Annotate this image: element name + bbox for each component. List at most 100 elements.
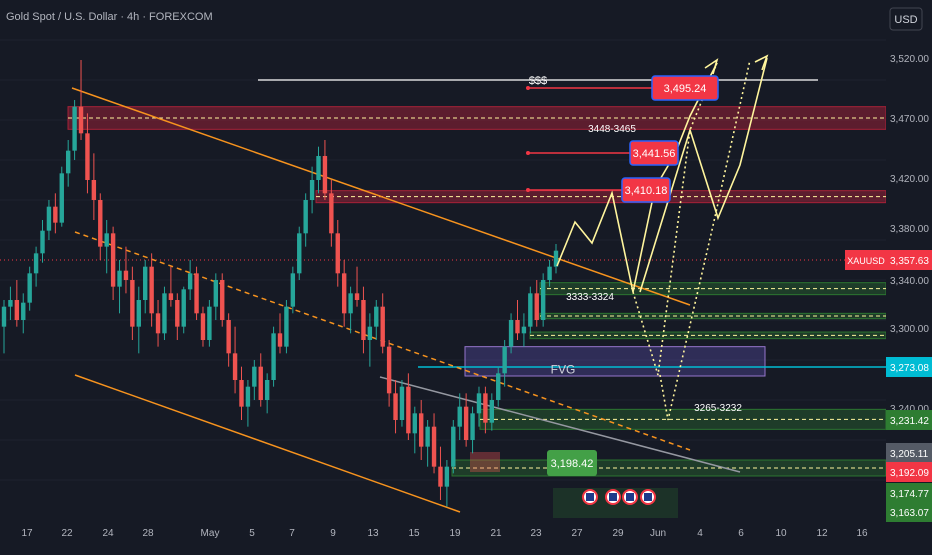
candle-body — [72, 106, 77, 151]
candle-body — [386, 346, 392, 394]
candle-body — [181, 289, 186, 327]
candle-body — [258, 366, 263, 400]
candles-layer — [1, 60, 559, 507]
candle-body — [322, 156, 328, 194]
time-tick-label: 21 — [490, 528, 502, 539]
channel-lower-trendline — [74, 374, 461, 513]
target-label: 3,410.18 — [625, 185, 668, 197]
candle-body — [200, 313, 206, 340]
price-badge — [886, 250, 932, 270]
price-tick-label: 3,420.00 — [890, 174, 929, 185]
candle-body — [515, 320, 520, 334]
candle-body — [98, 200, 103, 247]
time-tick-label: 29 — [612, 528, 624, 539]
candle-body — [271, 333, 276, 380]
channel-upper-trendline — [71, 87, 691, 306]
zone-upper-label: 3448-3465 — [588, 124, 636, 135]
time-tick-label: 13 — [367, 528, 379, 539]
candle-body — [8, 300, 13, 307]
target-label: 3,495.24 — [664, 83, 707, 95]
candle-body — [348, 293, 353, 314]
candle-body — [232, 353, 238, 380]
price-tick-label: 3,470.00 — [890, 114, 929, 125]
time-axis[interactable]: 17 22 24 28 May 5 7 9 13 15 19 21 23 27 29 Jun 4 6 10 12 16 — [21, 528, 868, 539]
price-tick-label: 3,300.00 — [890, 324, 929, 335]
flag-icon — [586, 493, 594, 501]
candle-body — [213, 280, 219, 307]
candle-body — [155, 313, 161, 334]
projection-path-dotted — [632, 62, 718, 376]
time-tick-label: 4 — [697, 528, 703, 539]
price-tick-label: 3,520.00 — [890, 54, 929, 65]
candle-body — [290, 273, 296, 307]
time-tick-label: 23 — [530, 528, 542, 539]
flag-icon — [609, 493, 617, 501]
candle-body — [207, 306, 212, 340]
target-box — [621, 177, 671, 203]
candle-body — [502, 346, 507, 374]
candle-body — [457, 406, 462, 427]
time-tick-label: 17 — [21, 528, 33, 539]
price-badge — [886, 357, 932, 377]
time-tick-label: 24 — [102, 528, 114, 539]
candle-body — [335, 233, 340, 274]
candle-body — [547, 266, 552, 280]
candle-body — [21, 302, 26, 320]
candle-body — [438, 466, 443, 487]
support-target-box — [547, 450, 597, 476]
candle-body — [528, 293, 533, 327]
candle-body — [316, 156, 321, 180]
fvg-label: FVG — [551, 362, 576, 376]
candle-body — [412, 413, 417, 434]
price-badge-value: 3,357.63 — [890, 256, 929, 267]
projection-path-alt — [639, 57, 768, 293]
projection-arrowhead-alt — [754, 54, 769, 71]
price-badge-value: 3,273.08 — [890, 363, 929, 374]
candle-body — [476, 393, 482, 414]
target-dot — [526, 151, 530, 155]
candle-body — [534, 293, 539, 320]
candle-body — [252, 366, 257, 387]
candle-body — [85, 133, 90, 180]
currency-button[interactable] — [889, 7, 923, 31]
symbol-title: Gold Spot / U.S. Dollar · 4h · FOREXCOM — [6, 11, 213, 23]
candle-body — [540, 280, 546, 320]
target-dot — [526, 86, 530, 90]
candle-body — [483, 393, 488, 423]
candle-body — [297, 233, 302, 274]
candle-body — [14, 300, 20, 320]
price-badge-value: 3,205.11 — [890, 449, 929, 460]
flag-icon — [626, 493, 634, 501]
candle-body — [123, 270, 129, 280]
candle-body — [33, 253, 39, 274]
candle-body — [46, 206, 52, 231]
time-tick-label: 7 — [289, 528, 295, 539]
candle-body — [419, 413, 424, 447]
candle-body — [264, 380, 270, 400]
price-badge — [886, 443, 932, 463]
fvg-zone — [464, 346, 766, 377]
time-tick-label: 6 — [738, 528, 744, 539]
candle-body — [431, 426, 437, 467]
candle-body — [361, 300, 366, 340]
projection-arrowhead — [704, 58, 719, 75]
liquidity-label: $$$ — [529, 75, 547, 87]
candle-body — [104, 233, 109, 247]
candle-body — [354, 293, 360, 300]
candle-body — [508, 320, 514, 347]
time-tick-label: 22 — [61, 528, 73, 539]
target-box — [629, 140, 679, 166]
target-label: 3,441.56 — [633, 148, 676, 160]
flag-icon — [644, 493, 652, 501]
candle-body — [393, 393, 398, 420]
candle-body — [162, 293, 167, 334]
candle-body — [130, 280, 135, 327]
zone-support-label: 3333-3324 — [566, 292, 614, 303]
price-badge-value: 3,163.07 — [890, 508, 929, 519]
price-badge — [886, 502, 932, 522]
candle-body — [425, 426, 430, 447]
price-badges: XAUUSD 3,357.63 3,273.08 3,231.42 3,205.11 3,… — [845, 250, 932, 522]
candle-body — [117, 270, 122, 287]
